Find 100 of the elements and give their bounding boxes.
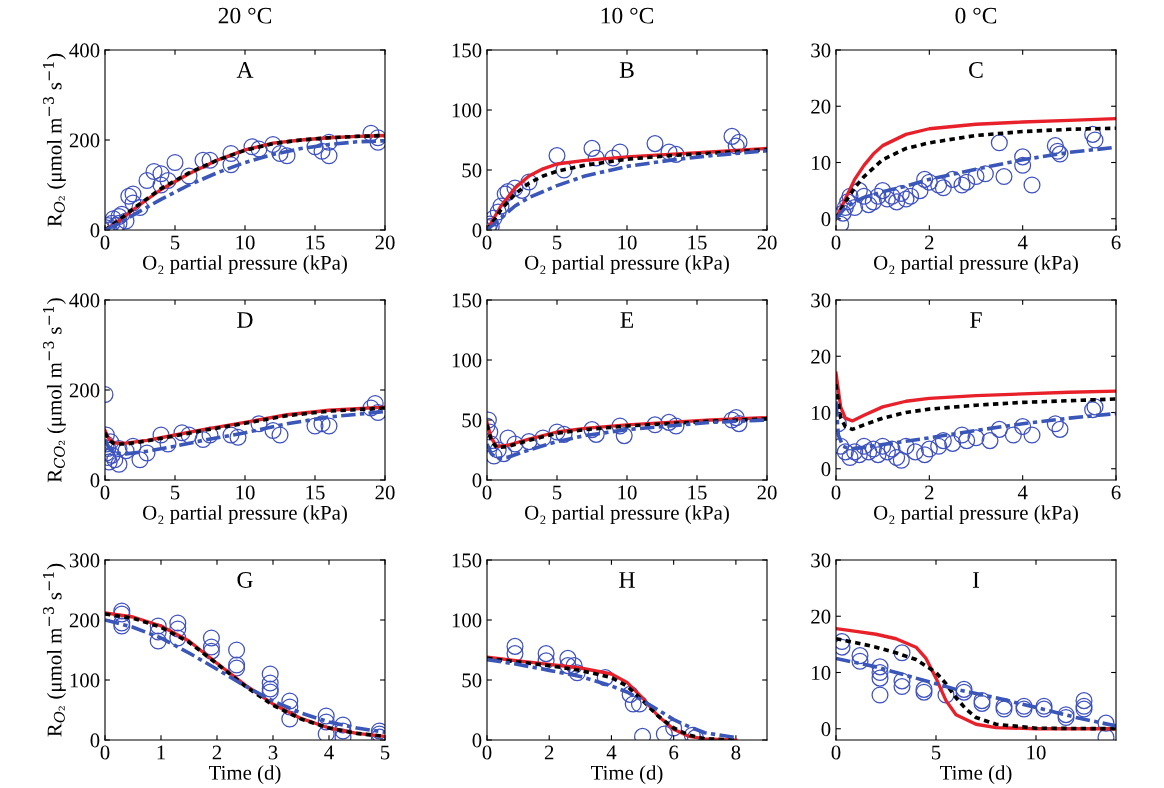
- x-tick-label: 5: [381, 745, 390, 760]
- x-tick-label: 0: [831, 485, 841, 500]
- y-tick-label: 0: [821, 212, 831, 227]
- chart-title: C: [969, 62, 983, 78]
- x-tick-label: 4: [606, 745, 617, 760]
- y-tick-label: 20: [811, 349, 831, 364]
- y-tick-label: 50: [462, 413, 482, 428]
- chart-title: H: [619, 572, 635, 588]
- y-tick-label: 50: [462, 673, 482, 688]
- y-tick-label: 200: [69, 383, 100, 398]
- y-tick-label: 10: [812, 405, 831, 420]
- y-tick-label: 30: [811, 553, 831, 568]
- y-tick-label: 400: [69, 43, 100, 58]
- x-tick-label: 10: [1027, 745, 1046, 760]
- text: 20 °C: [218, 7, 272, 24]
- y-tick-label: 0: [472, 473, 482, 488]
- y-tick-label: 50: [462, 163, 482, 178]
- y-tick-label: 10: [812, 155, 831, 170]
- x-tick-label: 5: [171, 235, 180, 250]
- x-tick-label: 4: [1017, 235, 1028, 250]
- chart-title: A: [236, 62, 254, 78]
- x-axis-title: O₂ partial pressure (kPa): [143, 505, 347, 525]
- x-axis-title: O₂ partial pressure (kPa): [525, 505, 729, 525]
- y-tick-label: 0: [472, 733, 482, 748]
- x-tick-label: 2: [212, 745, 222, 760]
- x-axis-title: O₂ partial pressure (kPa): [874, 255, 1078, 275]
- chart-title: D: [237, 312, 253, 328]
- x-axis-title: Time (d): [209, 765, 281, 785]
- chart-title: B: [619, 62, 634, 78]
- x-tick-label: 5: [553, 235, 562, 250]
- x-tick-label: 6: [1111, 485, 1121, 500]
- x-axis-title: Time (d): [940, 765, 1012, 785]
- x-tick-label: 10: [618, 235, 637, 250]
- text: 0 °C: [955, 7, 997, 24]
- y-tick-label: 20: [811, 609, 831, 624]
- x-tick-label: 5: [932, 745, 941, 760]
- y-axis-title: R$_{O₂}$ (μmol m$^{−3}$ s$^{−1}$): [42, 563, 66, 737]
- y-tick-label: 20: [811, 99, 831, 114]
- x-tick-label: 4: [324, 745, 334, 760]
- x-tick-label: 10: [236, 235, 255, 250]
- y-tick-label: 0: [821, 462, 831, 477]
- y-tick-label: 0: [90, 733, 100, 748]
- x-tick-label: 8: [731, 745, 741, 760]
- chart-title: I: [972, 572, 980, 588]
- x-tick-label: 15: [688, 235, 707, 250]
- x-tick-label: 10: [236, 485, 255, 500]
- x-tick-label: 2: [544, 745, 554, 760]
- x-tick-label: 2: [925, 485, 934, 500]
- x-tick-label: 15: [306, 235, 325, 250]
- y-axis-title: R$_{CO₂}$ (μmol m$^{−3}$ s$^{−1}$): [42, 298, 66, 483]
- x-tick-label: 15: [688, 485, 707, 500]
- x-tick-label: 6: [1111, 235, 1121, 250]
- x-axis-title: O₂ partial pressure (kPa): [143, 255, 347, 275]
- y-tick-label: 150: [452, 293, 482, 308]
- y-tick-label: 150: [452, 553, 482, 568]
- chart-title: G: [237, 572, 253, 588]
- x-tick-label: 0: [482, 235, 492, 250]
- y-tick-label: 200: [69, 613, 100, 628]
- x-tick-label: 5: [553, 485, 562, 500]
- x-tick-label: 2: [925, 235, 934, 250]
- x-tick-label: 20: [757, 485, 777, 500]
- x-tick-label: 0: [100, 745, 110, 760]
- x-tick-label: 4: [1017, 485, 1028, 500]
- x-tick-label: 20: [375, 485, 395, 500]
- y-axis-title: R$_{O₂}$ (μmol m$^{−3}$ s$^{−1}$): [42, 53, 66, 227]
- x-tick-label: 0: [482, 745, 492, 760]
- x-axis-title: O₂ partial pressure (kPa): [874, 505, 1078, 525]
- x-tick-label: 15: [306, 485, 325, 500]
- x-tick-label: 5: [171, 485, 180, 500]
- x-tick-label: 0: [100, 235, 110, 250]
- x-tick-label: 0: [831, 235, 841, 250]
- y-tick-label: 100: [452, 103, 482, 118]
- x-tick-label: 20: [375, 235, 395, 250]
- x-axis-title: O₂ partial pressure (kPa): [525, 255, 729, 275]
- y-tick-label: 10: [812, 665, 831, 680]
- x-tick-label: 0: [482, 485, 492, 500]
- x-tick-label: 20: [757, 235, 777, 250]
- y-tick-label: 100: [452, 613, 482, 628]
- x-axis-title: Time (d): [591, 765, 663, 785]
- y-tick-label: 300: [69, 553, 100, 568]
- y-tick-label: 200: [69, 133, 100, 148]
- x-tick-label: 3: [268, 745, 278, 760]
- chart-title: F: [970, 312, 982, 328]
- y-tick-label: 0: [90, 223, 100, 238]
- y-tick-label: 30: [811, 43, 831, 58]
- y-tick-label: 30: [811, 293, 831, 308]
- y-tick-label: 400: [69, 293, 100, 308]
- x-tick-label: 0: [100, 485, 110, 500]
- y-tick-label: 100: [70, 673, 100, 688]
- y-tick-label: 0: [90, 473, 100, 488]
- y-tick-label: 0: [821, 722, 831, 737]
- y-tick-label: 0: [472, 223, 482, 238]
- x-tick-label: 10: [618, 485, 637, 500]
- x-tick-label: 6: [669, 745, 679, 760]
- text: 10 °C: [601, 7, 654, 24]
- y-tick-label: 150: [452, 43, 482, 58]
- x-tick-label: 0: [831, 745, 841, 760]
- x-tick-label: 1: [157, 745, 165, 760]
- chart-title: E: [620, 312, 634, 328]
- y-tick-label: 100: [452, 353, 482, 368]
